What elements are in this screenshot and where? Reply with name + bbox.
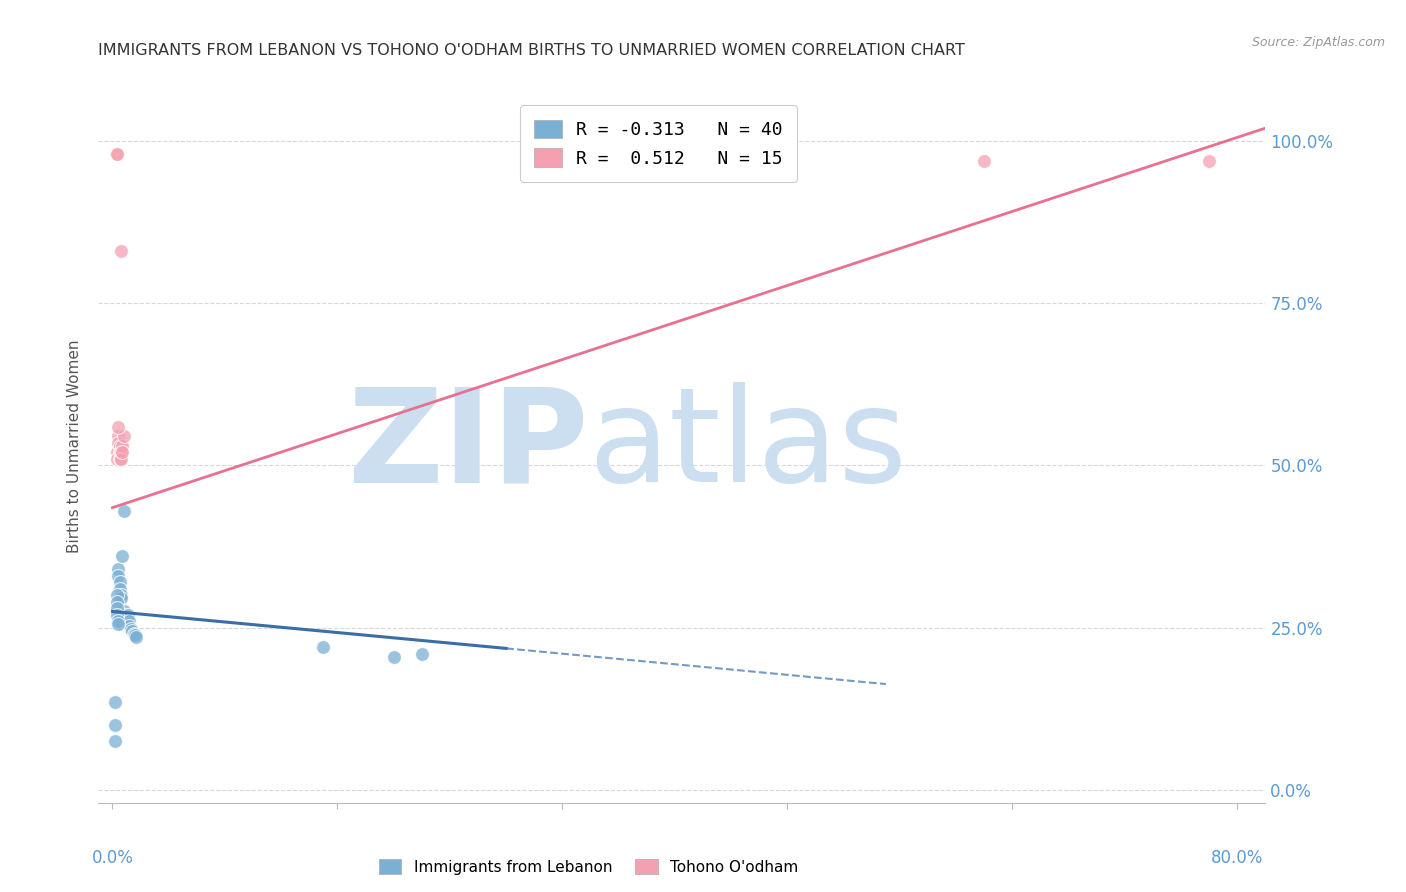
Point	[107, 614, 129, 628]
Point	[111, 445, 134, 459]
Point	[115, 611, 138, 625]
Point	[118, 614, 141, 628]
Point	[108, 439, 131, 453]
Point	[104, 734, 127, 748]
Text: atlas: atlas	[589, 383, 907, 509]
Point	[118, 619, 141, 633]
Point	[105, 607, 128, 622]
Point	[124, 628, 146, 642]
Text: 80.0%: 80.0%	[1211, 849, 1264, 867]
Point	[114, 614, 136, 628]
Point	[110, 452, 132, 467]
Point	[104, 695, 127, 709]
Point	[111, 439, 134, 453]
Point	[107, 429, 129, 443]
Point	[108, 582, 131, 596]
Point	[973, 153, 995, 168]
Point	[110, 588, 132, 602]
Point	[117, 617, 139, 632]
Point	[107, 617, 129, 632]
Text: 0.0%: 0.0%	[91, 849, 134, 867]
Point	[411, 647, 433, 661]
Point	[125, 631, 148, 645]
Point	[108, 607, 131, 622]
Text: ZIP: ZIP	[347, 383, 589, 509]
Point	[105, 595, 128, 609]
Point	[111, 614, 134, 628]
Point	[110, 244, 132, 259]
Point	[105, 147, 128, 161]
Text: Source: ZipAtlas.com: Source: ZipAtlas.com	[1251, 36, 1385, 49]
Point	[105, 588, 128, 602]
Point	[104, 718, 127, 732]
Point	[108, 452, 131, 467]
Point	[117, 607, 139, 622]
Point	[111, 617, 134, 632]
Point	[112, 429, 135, 443]
Point	[110, 591, 132, 606]
Point	[105, 445, 128, 459]
Point	[105, 147, 128, 161]
Point	[121, 624, 143, 638]
Point	[111, 549, 134, 564]
Legend: Immigrants from Lebanon, Tohono O'odham: Immigrants from Lebanon, Tohono O'odham	[373, 853, 804, 880]
Point	[122, 627, 145, 641]
Point	[108, 611, 131, 625]
Point	[110, 614, 132, 628]
Point	[108, 445, 131, 459]
Text: IMMIGRANTS FROM LEBANON VS TOHONO O'ODHAM BIRTHS TO UNMARRIED WOMEN CORRELATION : IMMIGRANTS FROM LEBANON VS TOHONO O'ODHA…	[98, 43, 966, 58]
Point	[107, 562, 129, 576]
Point	[382, 649, 405, 664]
Point	[120, 622, 142, 636]
Point	[107, 568, 129, 582]
Point	[1198, 153, 1220, 168]
Point	[110, 445, 132, 459]
Point	[115, 617, 138, 632]
Point	[112, 504, 135, 518]
Point	[312, 640, 335, 654]
Y-axis label: Births to Unmarried Women: Births to Unmarried Women	[67, 339, 83, 553]
Point	[105, 452, 128, 467]
Point	[115, 615, 138, 630]
Point	[112, 604, 135, 618]
Point	[107, 419, 129, 434]
Point	[108, 575, 131, 590]
Point	[112, 607, 135, 622]
Point	[105, 601, 128, 615]
Point	[107, 435, 129, 450]
